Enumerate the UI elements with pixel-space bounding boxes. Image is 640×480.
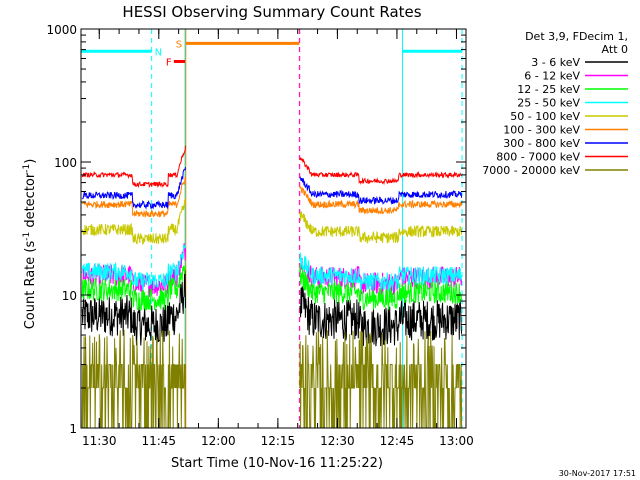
series-line-8-segment-0 bbox=[81, 329, 186, 429]
x-tick-label-3: 12:15 bbox=[261, 434, 296, 448]
flag-label-3: F bbox=[166, 57, 172, 68]
series-line-2-segment-0 bbox=[81, 265, 186, 311]
x-tick-label-6: 13:00 bbox=[439, 434, 474, 448]
plot-frame bbox=[80, 28, 467, 429]
x-tick-label-0: 11:30 bbox=[82, 434, 117, 448]
flag-label-2: S bbox=[176, 39, 182, 50]
legend-label-5: 100 - 300 keV bbox=[503, 124, 580, 137]
legend-label-3: 25 - 50 keV bbox=[517, 97, 580, 110]
legend-label-4: 50 - 100 keV bbox=[510, 110, 580, 123]
series-line-6-segment-1 bbox=[299, 175, 463, 205]
series-line-4-segment-1 bbox=[299, 210, 463, 245]
series-line-4-segment-0 bbox=[81, 197, 186, 245]
chart-title: HESSI Observing Summary Count Rates bbox=[122, 3, 421, 21]
x-axis-label: Start Time (10-Nov-16 11:25:22) bbox=[171, 456, 383, 471]
plot-area: N SF bbox=[80, 29, 463, 429]
footer-timestamp: 30-Nov-2017 17:51 bbox=[559, 469, 636, 478]
series-line-6-segment-0 bbox=[81, 167, 186, 210]
y-tick-label-0: 1 bbox=[69, 422, 77, 436]
y-tick-label-1: 10 bbox=[62, 289, 77, 303]
y-axis-label: Count Rate (s-1 detector-1) bbox=[22, 159, 38, 330]
legend-label-6: 300 - 800 keV bbox=[503, 137, 580, 150]
y-tick-label-2: 100 bbox=[54, 156, 77, 170]
legend-label-8: 7000 - 20000 keV bbox=[482, 164, 580, 177]
series-line-3-segment-1 bbox=[299, 252, 463, 292]
series-line-0-segment-1 bbox=[299, 286, 463, 347]
legend-header-line-1: Det 3,9, FDecim 1, bbox=[525, 30, 628, 43]
y-tick-label-3: 1000 bbox=[46, 23, 77, 37]
legend-label-7: 800 - 7000 keV bbox=[496, 151, 580, 164]
legend-label-1: 6 - 12 keV bbox=[524, 70, 580, 83]
axes: 1 10 100 1000 11:30 11:45 12:00 12:15 12:30 12:45… bbox=[46, 23, 473, 448]
x-tick-label-1: 11:45 bbox=[141, 434, 176, 448]
series-line-7-segment-0 bbox=[81, 145, 186, 189]
x-tick-label-5: 12:45 bbox=[380, 434, 415, 448]
flag-label-1: N bbox=[155, 47, 162, 58]
x-tick-label-2: 12:00 bbox=[201, 434, 236, 448]
series-line-5-segment-1 bbox=[299, 185, 463, 216]
legend-header-line-2: Att 0 bbox=[602, 43, 628, 56]
series-line-7-segment-1 bbox=[299, 156, 463, 186]
legend-label-0: 3 - 6 keV bbox=[531, 56, 580, 69]
series-line-0-segment-0 bbox=[81, 269, 186, 346]
legend-label-2: 12 - 25 keV bbox=[517, 83, 580, 96]
series-line-3-segment-0 bbox=[81, 244, 186, 291]
x-tick-label-4: 12:30 bbox=[320, 434, 355, 448]
